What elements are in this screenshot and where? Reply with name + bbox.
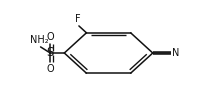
Text: S: S (46, 47, 54, 59)
Text: N: N (172, 48, 179, 58)
Text: F: F (75, 14, 80, 24)
Text: O: O (46, 64, 54, 74)
Text: O: O (46, 32, 54, 42)
Text: NH₂: NH₂ (30, 35, 49, 45)
